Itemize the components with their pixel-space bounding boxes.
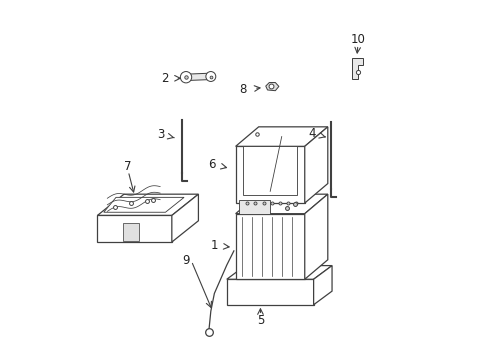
Polygon shape — [313, 266, 331, 305]
Text: 6: 6 — [208, 158, 215, 171]
Polygon shape — [226, 266, 331, 279]
Bar — [235, 146, 304, 203]
Polygon shape — [97, 194, 198, 215]
Text: 9: 9 — [182, 254, 189, 267]
Polygon shape — [235, 127, 327, 146]
Polygon shape — [351, 58, 363, 79]
Text: 2: 2 — [161, 72, 168, 85]
Text: 10: 10 — [350, 33, 365, 46]
Polygon shape — [103, 197, 183, 212]
Text: 3: 3 — [157, 128, 164, 141]
Bar — [123, 224, 139, 241]
Bar — [239, 200, 270, 214]
Text: 1: 1 — [210, 239, 218, 252]
Polygon shape — [184, 73, 211, 80]
Bar — [235, 214, 304, 279]
Text: 4: 4 — [307, 127, 315, 140]
Bar — [97, 215, 171, 242]
Circle shape — [180, 72, 191, 83]
Polygon shape — [235, 194, 327, 214]
Polygon shape — [304, 127, 327, 203]
Circle shape — [205, 72, 215, 81]
Polygon shape — [171, 194, 198, 242]
Text: 8: 8 — [239, 83, 246, 96]
Text: 5: 5 — [256, 314, 264, 327]
Bar — [226, 279, 313, 305]
Bar — [243, 146, 296, 195]
Text: 7: 7 — [124, 160, 132, 173]
Polygon shape — [265, 82, 278, 91]
Polygon shape — [304, 194, 327, 279]
